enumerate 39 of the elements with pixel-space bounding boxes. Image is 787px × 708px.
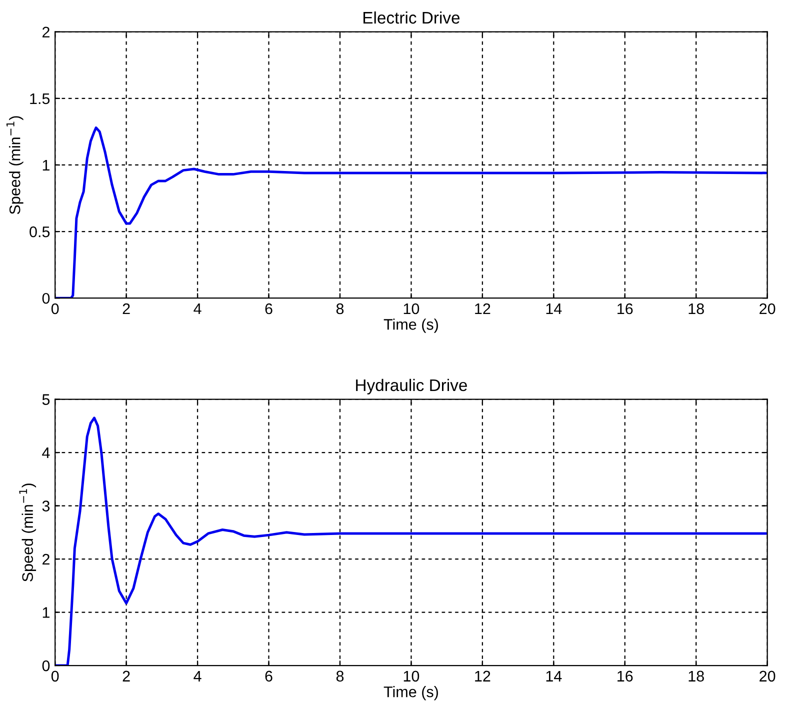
x-tick-label: 2 — [122, 670, 130, 682]
y-tick-label: 0.5 — [30, 226, 50, 238]
y-tick-label: 0 — [42, 660, 50, 672]
y-tick-label: 1 — [42, 607, 50, 618]
y-tick-label: 0 — [42, 292, 50, 304]
y-tick-label: 3 — [42, 500, 50, 512]
x-tick-label: 14 — [546, 670, 562, 682]
x-tick-label: 8 — [336, 303, 344, 314]
y-tick-label: 1.5 — [30, 93, 50, 104]
y-tick-label: 1 — [42, 160, 50, 171]
x-tick-label: 12 — [475, 303, 490, 314]
x-tick-label: 0 — [51, 303, 59, 314]
chart-title: Hydraulic Drive — [356, 378, 467, 394]
x-tick-label: 10 — [404, 303, 420, 314]
x-tick-label: 10 — [404, 670, 420, 682]
x-tick-label: 16 — [618, 303, 633, 314]
y-axis-title: Speed (min$^{−1}$) — [6, 116, 24, 214]
y-axis-title: Speed (min$^{−1}$) — [19, 484, 36, 582]
y-tick-label: 2 — [42, 26, 50, 38]
x-tick-label: 20 — [760, 670, 776, 682]
x-tick-label: 6 — [265, 303, 272, 314]
x-tick-label: 12 — [475, 670, 490, 682]
x-tick-label: 14 — [546, 304, 562, 314]
y-tick-label: 4 — [42, 448, 50, 458]
chart-title: Electric Drive — [363, 11, 460, 24]
y-tick-label: 5 — [42, 394, 50, 405]
x-tick-label: 20 — [760, 303, 776, 314]
x-tick-label: 8 — [336, 670, 344, 682]
x-tick-label: 2 — [122, 303, 130, 314]
x-tick-label: 16 — [618, 670, 633, 682]
x-tick-label: 4 — [194, 670, 202, 682]
x-tick-label: 0 — [51, 670, 59, 682]
x-tick-label: 18 — [688, 303, 704, 314]
x-axis-title: Time (s) — [384, 686, 438, 700]
x-axis-title: Time (s) — [384, 318, 438, 333]
x-tick-label: 18 — [688, 670, 704, 682]
x-tick-label: 4 — [194, 304, 202, 314]
x-tick-label: 6 — [265, 670, 272, 682]
y-tick-label: 2 — [42, 554, 50, 565]
